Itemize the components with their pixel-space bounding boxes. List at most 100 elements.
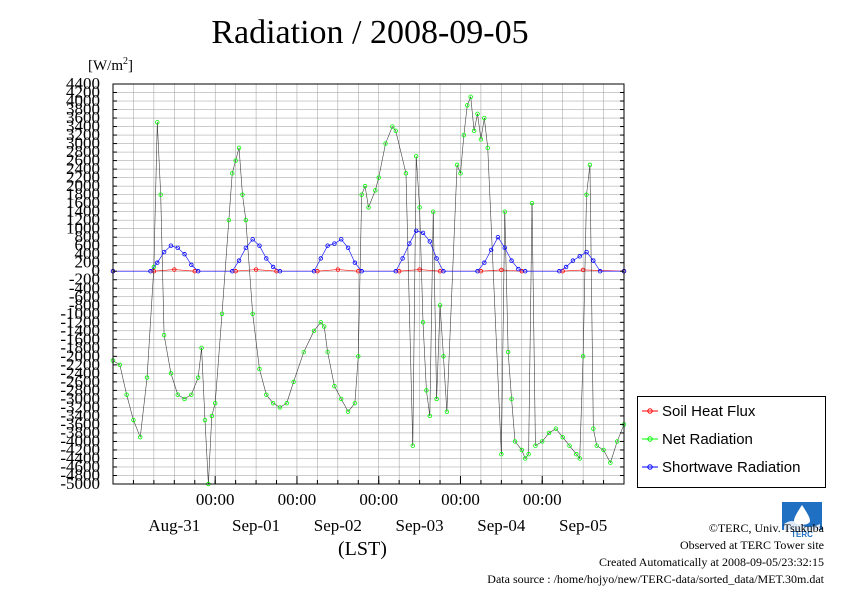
data-point	[332, 241, 337, 246]
data-point	[499, 452, 504, 457]
series-segment	[197, 347, 202, 378]
data-point	[454, 162, 460, 168]
data-point	[516, 266, 521, 272]
terc-logo-icon: TERC	[782, 502, 822, 538]
series-segment	[378, 143, 386, 178]
data-point	[441, 354, 446, 359]
y-tick-label: 4000	[66, 91, 100, 110]
series-segment	[582, 194, 587, 357]
legend-label-soil-heat-flux: Soil Heat Flux	[662, 402, 756, 420]
y-tick-label: -5000	[60, 474, 100, 493]
data-point	[482, 260, 487, 265]
data-point	[144, 375, 150, 380]
series-segment	[429, 211, 434, 416]
data-point	[482, 115, 487, 121]
x-tick-label: 00:00	[196, 490, 235, 509]
data-point	[574, 452, 579, 457]
data-point	[529, 200, 535, 206]
y-tick-label: -4200	[60, 440, 100, 459]
series-segment	[375, 177, 380, 191]
data-point	[393, 269, 398, 274]
data-point	[444, 409, 450, 414]
series-segment	[422, 322, 427, 391]
data-point	[199, 345, 204, 351]
y-tick-label: -1000	[60, 304, 100, 323]
data-point	[243, 245, 249, 251]
data-point	[257, 243, 262, 248]
series-segment	[259, 245, 267, 259]
series-segment	[432, 211, 437, 399]
series-segment	[320, 322, 325, 327]
y-tick-label: 0	[92, 261, 101, 280]
data-point	[339, 237, 344, 242]
series-segment	[487, 147, 502, 455]
legend: Soil Heat Flux Net Radiation Shortwave R…	[637, 396, 826, 488]
data-point	[505, 349, 511, 355]
y-tick-label: 400	[75, 244, 101, 263]
y-tick-label: 3000	[66, 134, 100, 153]
data-point	[270, 400, 276, 406]
data-point	[155, 260, 160, 265]
series-segment	[477, 113, 482, 140]
data-point	[219, 311, 225, 316]
data-point	[614, 439, 620, 444]
series-segment	[327, 243, 335, 246]
data-point	[151, 264, 157, 270]
series-segment	[235, 147, 240, 161]
data-point	[584, 249, 589, 255]
series-segment	[334, 385, 342, 400]
series-segment	[317, 269, 338, 272]
series-segment	[562, 269, 584, 272]
data-point	[131, 417, 136, 423]
x-axis-label: (LST)	[338, 538, 387, 560]
series-segment	[174, 269, 195, 272]
data-point	[318, 256, 324, 261]
series-segment	[463, 105, 468, 136]
y-tick-label: -2800	[60, 380, 100, 399]
data-point	[424, 388, 429, 393]
data-point	[420, 320, 426, 325]
y-tick-label: 600	[75, 236, 101, 255]
data-point	[335, 267, 341, 272]
series-segment	[126, 394, 134, 421]
x-day-label: Sep-05	[559, 516, 607, 535]
y-tick-label: -3200	[60, 397, 100, 416]
series-segment	[501, 211, 506, 455]
series-segment	[259, 369, 267, 395]
series-segment	[436, 305, 441, 399]
data-point	[509, 258, 514, 263]
series-segment	[586, 164, 591, 195]
data-point	[413, 154, 419, 159]
y-axis-unit: [W/m2]	[88, 56, 133, 74]
series-segment	[112, 360, 120, 366]
series-segment	[524, 454, 529, 459]
data-point	[233, 158, 238, 163]
data-point	[161, 249, 167, 255]
data-point	[577, 456, 582, 461]
series-segment	[201, 347, 206, 421]
series-segment	[490, 237, 499, 251]
data-point	[410, 443, 415, 448]
series-segment	[385, 126, 393, 144]
data-point	[161, 332, 167, 338]
data-point	[117, 362, 123, 368]
series-segment	[572, 256, 580, 261]
series-segment	[204, 420, 209, 485]
y-tick-label: 1800	[66, 185, 100, 204]
data-point	[243, 217, 249, 223]
data-point	[240, 192, 245, 197]
data-point	[155, 120, 160, 125]
y-tick-label: 2800	[66, 142, 100, 161]
data-point	[182, 396, 187, 402]
data-point	[580, 354, 586, 359]
series-segment	[528, 203, 533, 455]
series-segment	[252, 313, 260, 370]
series-segment	[170, 245, 178, 249]
data-point	[413, 228, 419, 234]
series-segment	[559, 266, 567, 272]
series-segment	[610, 441, 618, 463]
data-point	[519, 447, 524, 453]
series-segment	[231, 160, 236, 174]
data-point	[591, 258, 596, 263]
data-point	[434, 256, 439, 261]
